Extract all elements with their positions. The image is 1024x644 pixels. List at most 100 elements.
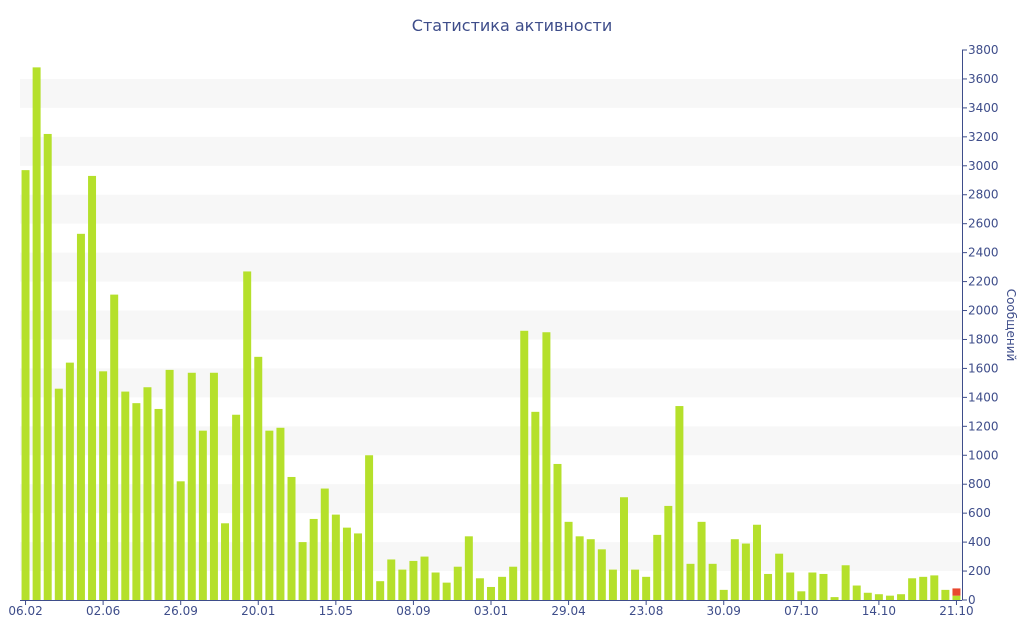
bar xyxy=(221,523,230,600)
bar xyxy=(453,566,462,600)
bar xyxy=(232,414,241,600)
y-tick-label: 2400 xyxy=(968,246,999,260)
bar xyxy=(797,591,806,600)
y-tick-label: 1800 xyxy=(968,332,999,346)
bar xyxy=(143,387,152,600)
bar xyxy=(930,575,939,600)
y-tick-label: 3800 xyxy=(968,43,999,57)
x-tick-label: 30.09 xyxy=(707,604,741,618)
x-tick-label: 29.04 xyxy=(551,604,585,618)
bar xyxy=(132,403,141,600)
grid-band xyxy=(20,426,962,456)
bar xyxy=(874,594,883,600)
bar xyxy=(176,481,185,600)
bar xyxy=(154,408,163,600)
bar xyxy=(786,572,795,600)
bar xyxy=(298,542,307,600)
grid-band xyxy=(20,252,962,282)
bar xyxy=(841,565,850,600)
bars xyxy=(21,67,961,601)
bar xyxy=(553,463,562,600)
x-tick-label: 20.01 xyxy=(241,604,275,618)
grid-band xyxy=(20,78,962,108)
bar xyxy=(464,536,473,600)
bar xyxy=(642,576,651,600)
bar xyxy=(852,585,861,600)
y-tick-label: 2600 xyxy=(968,217,999,231)
bar-highlight xyxy=(952,588,961,596)
y-tick-label: 1200 xyxy=(968,419,999,433)
bar xyxy=(320,488,329,600)
bar xyxy=(365,455,374,600)
bar xyxy=(398,569,407,600)
bar xyxy=(187,372,196,600)
bar xyxy=(243,271,252,600)
bar xyxy=(431,572,440,600)
x-tick-label: 06.02 xyxy=(8,604,42,618)
bar xyxy=(165,369,174,600)
x-tick-label: 07.10 xyxy=(784,604,818,618)
bar xyxy=(730,539,739,600)
bar xyxy=(43,133,52,600)
bar xyxy=(54,388,63,600)
bar xyxy=(342,527,351,600)
bar xyxy=(542,332,551,600)
bar xyxy=(631,569,640,600)
y-tick-label: 2800 xyxy=(968,188,999,202)
bar xyxy=(664,505,673,600)
bar xyxy=(764,573,773,600)
bar xyxy=(376,581,385,600)
bar xyxy=(442,582,451,600)
bar xyxy=(686,563,695,600)
grid-bands xyxy=(20,78,962,572)
bar xyxy=(121,391,130,600)
grid-band xyxy=(20,194,962,224)
x-tick-label: 26.09 xyxy=(164,604,198,618)
bar xyxy=(475,578,484,600)
bar xyxy=(952,595,961,600)
bar xyxy=(608,569,617,600)
bar xyxy=(309,518,318,600)
bar xyxy=(719,589,728,600)
bar xyxy=(65,362,74,600)
y-tick-label: 3000 xyxy=(968,159,999,173)
bar xyxy=(752,524,761,600)
bar xyxy=(531,411,540,600)
bar xyxy=(409,560,418,600)
bar xyxy=(775,553,784,600)
x-tick-label: 03.01 xyxy=(474,604,508,618)
bar xyxy=(354,533,362,600)
y-tick-label: 600 xyxy=(968,506,991,520)
grid-band xyxy=(20,310,962,340)
bar xyxy=(265,430,274,600)
bar xyxy=(198,430,207,600)
bar xyxy=(653,534,662,600)
y-tick-label: 200 xyxy=(968,564,991,578)
bar xyxy=(110,294,119,600)
axes: 0 200 400 600 800 1000 1200 1400 1600 1800 2000 220… xyxy=(8,43,998,618)
bar xyxy=(885,595,894,600)
bar xyxy=(254,356,263,600)
bar xyxy=(741,543,750,600)
y-tick-label: 1600 xyxy=(968,361,999,375)
bar xyxy=(620,497,628,600)
grid-band xyxy=(20,368,962,398)
x-tick-label: 15.05 xyxy=(319,604,353,618)
bar xyxy=(675,406,684,600)
bar xyxy=(209,372,218,600)
bar xyxy=(420,556,429,600)
bar xyxy=(99,371,108,600)
bar xyxy=(708,563,717,600)
y-tick-label: 3600 xyxy=(968,72,999,86)
bar xyxy=(32,67,41,601)
x-tick-label: 02.06 xyxy=(86,604,120,618)
bar xyxy=(498,576,507,600)
y-axis-label: Сообщений xyxy=(1004,289,1018,362)
bar xyxy=(387,559,396,600)
bar xyxy=(287,476,296,600)
bar xyxy=(819,573,828,600)
bar xyxy=(697,521,706,600)
bar xyxy=(520,330,529,600)
bar xyxy=(863,592,872,600)
